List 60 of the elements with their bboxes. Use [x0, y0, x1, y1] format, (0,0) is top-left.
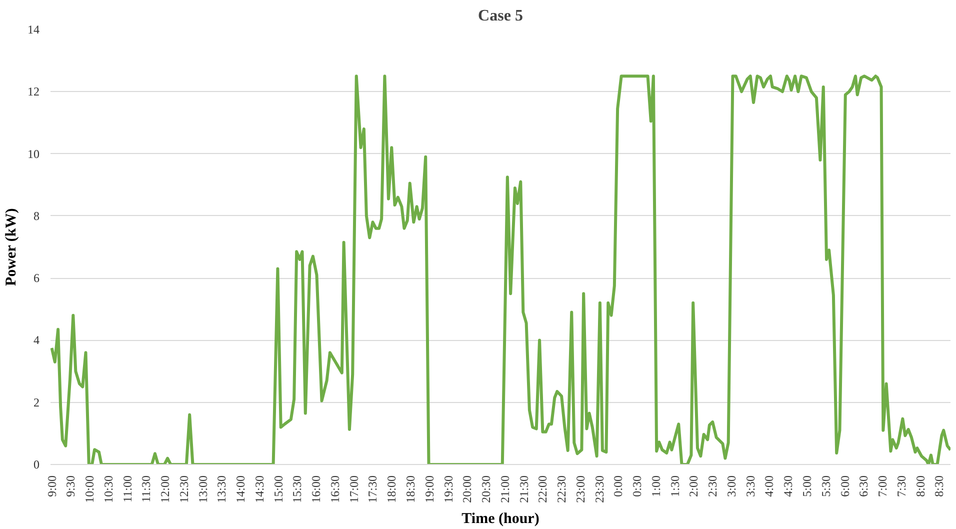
- x-tick-label: 11:00: [120, 476, 134, 502]
- x-tick-label: 22:00: [536, 475, 550, 503]
- x-tick-label: 13:30: [214, 475, 229, 503]
- x-tick-label: 0:00: [611, 475, 626, 497]
- x-tick-label: 16:00: [309, 475, 324, 503]
- x-tick-label: 1:30: [668, 475, 682, 497]
- y-tick-label: 12: [28, 84, 40, 99]
- y-tick-label: 0: [34, 458, 40, 472]
- x-tick-label: 8:30: [932, 475, 946, 497]
- x-tick-label: 15:00: [271, 475, 286, 503]
- line-series: [50, 74, 950, 464]
- chart-title: Case 5: [478, 8, 523, 24]
- x-tick-label: 4:30: [781, 475, 796, 497]
- y-axis-title: Power (kW): [4, 208, 20, 286]
- x-tick-label: 9:30: [64, 475, 78, 497]
- x-tick-label: 21:00: [498, 475, 512, 503]
- x-tick-label: 3:00: [724, 475, 738, 497]
- x-tick-label: 12:30: [176, 475, 191, 503]
- x-tick-label: 17:00: [346, 475, 361, 503]
- x-tick-label: 19:00: [422, 475, 436, 503]
- x-tick-label: 5:30: [818, 475, 833, 497]
- x-tick-label: 17:30: [366, 475, 380, 503]
- x-tick-label: 5:00: [800, 475, 814, 497]
- y-tick-label: 6: [34, 271, 40, 286]
- x-tick-label: 20:30: [479, 475, 494, 503]
- y-tick-label: 4: [34, 333, 40, 348]
- x-tick-label: 23:30: [592, 475, 606, 503]
- x-tick-label: 1:00: [648, 475, 663, 497]
- x-tick-label: 20:00: [460, 475, 474, 503]
- x-tick-label: 23:00: [573, 475, 588, 503]
- x-tick-label: 12:00: [158, 475, 172, 503]
- x-tick-label: 10:30: [101, 475, 116, 503]
- y-tick-label: 2: [34, 395, 40, 410]
- x-tick-label: 18:00: [384, 475, 399, 503]
- x-tick-label: 18:30: [404, 475, 418, 503]
- y-tick-label: 8: [34, 208, 40, 223]
- x-tick-label: 7:30: [894, 475, 908, 497]
- x-tick-label: 19:30: [441, 475, 456, 503]
- x-tick-label: 2:00: [686, 475, 701, 497]
- x-tick-label: 8:00: [913, 475, 928, 497]
- x-tick-label: 14:30: [252, 475, 266, 503]
- x-tick-label: 21:30: [516, 475, 531, 503]
- x-tick-label: 13:00: [196, 475, 210, 503]
- x-tick-label: 4:00: [762, 475, 776, 497]
- x-axis-title: Time (hour): [462, 510, 540, 527]
- x-tick-label: 11:30: [139, 476, 154, 502]
- x-tick-label: 6:30: [856, 475, 871, 497]
- x-tick-label: 22:30: [554, 475, 569, 503]
- x-tick-label: 14:00: [234, 475, 248, 503]
- y-tick-label: 10: [28, 146, 40, 161]
- x-tick-label: 7:00: [876, 475, 890, 497]
- x-tick-label: 10:00: [82, 475, 97, 503]
- x-tick-label: 9:00: [44, 475, 59, 497]
- x-tick-label: 15:30: [290, 475, 304, 503]
- x-tick-label: 0:30: [630, 475, 644, 497]
- x-tick-label: 16:30: [328, 475, 342, 503]
- x-tick-label: 2:30: [706, 475, 720, 497]
- x-tick-label: 6:00: [838, 475, 852, 497]
- x-tick-label: 3:30: [743, 475, 758, 497]
- y-tick-label: 14: [28, 22, 40, 36]
